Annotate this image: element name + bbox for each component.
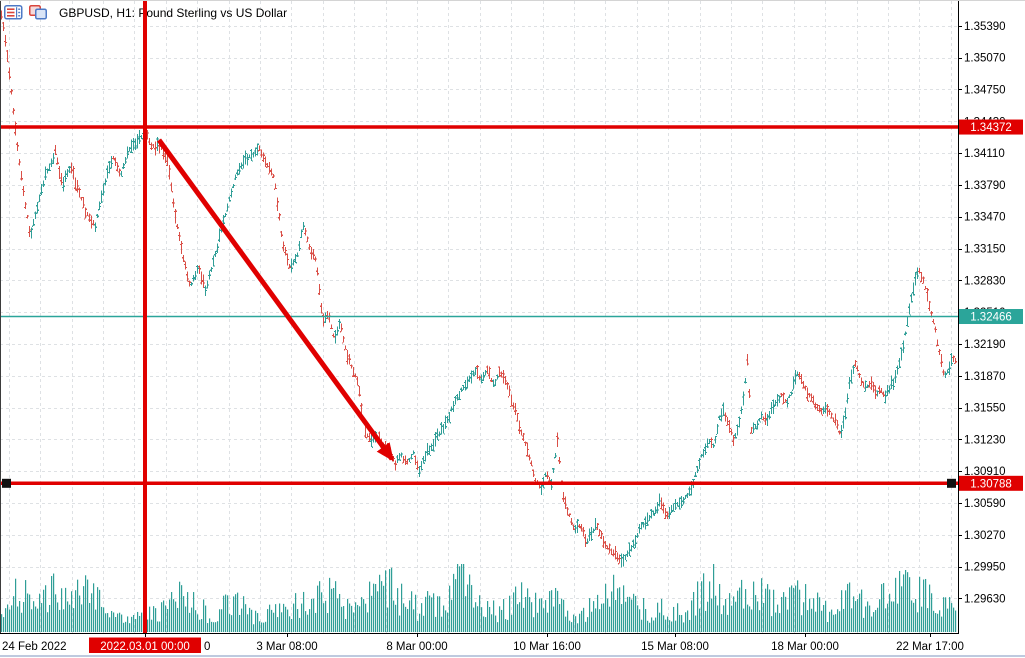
x-axis-label: 3 Mar 08:00 <box>256 641 317 653</box>
window-bottom-border <box>0 655 1025 657</box>
y-axis-label: 1.34110 <box>964 148 1005 160</box>
y-axis-label: 1.31550 <box>964 403 1006 415</box>
x-axis-label: 15 Mar 08:00 <box>641 641 709 653</box>
trend-arrow-object[interactable] <box>156 138 395 462</box>
y-axis-label: 1.33150 <box>964 244 1006 256</box>
time-tag: 2022.03.01 00:00 0 <box>89 637 210 653</box>
chart-title: GBPUSD, H1: Pound Sterling vs US Dollar <box>59 5 288 20</box>
y-axis-label: 1.32190 <box>964 339 1006 351</box>
y-axis-label: 1.31870 <box>964 371 1006 383</box>
x-axis-label: 8 Mar 00:00 <box>386 641 447 653</box>
price-tag: 1.34372 <box>959 119 1023 135</box>
volume-bars <box>1 564 957 632</box>
price-tag: 1.30788 <box>959 475 1023 491</box>
svg-text:1.32466: 1.32466 <box>970 312 1012 324</box>
y-axis-label: 1.33790 <box>964 180 1006 192</box>
price-bars <box>0 10 958 568</box>
svg-text:1.34372: 1.34372 <box>970 122 1012 134</box>
quotes-list-icon <box>4 5 23 20</box>
x-axis-label: 10 Mar 16:00 <box>513 641 581 653</box>
y-axis-label: 1.30590 <box>964 498 1006 510</box>
svg-text:2022.03.01 00:00: 2022.03.01 00:00 <box>100 641 190 653</box>
chart-title-bar: GBPUSD, H1: Pound Sterling vs US Dollar <box>4 5 287 20</box>
y-axis-label: 1.29950 <box>964 562 1006 574</box>
price-tag: 1.32466 <box>959 309 1023 325</box>
y-axis-label: 1.35390 <box>964 21 1006 33</box>
axes <box>0 1 962 637</box>
y-axis-label: 1.34750 <box>964 84 1006 96</box>
y-axis-label: 1.30910 <box>964 466 1006 478</box>
y-axis-label: 1.30270 <box>964 530 1006 542</box>
grid <box>0 1 958 633</box>
partial-hidden-label: 0 <box>204 641 210 653</box>
x-axis-label: 18 Mar 00:00 <box>771 641 839 653</box>
y-axis-label: 1.35070 <box>964 53 1006 65</box>
line-endpoint-marker-left[interactable] <box>2 478 11 488</box>
y-axis-label: 1.33470 <box>964 212 1006 224</box>
y-axis-label: 1.29630 <box>964 593 1006 605</box>
x-axis-label: 24 Feb 2022 <box>2 641 67 653</box>
svg-text:1.30788: 1.30788 <box>970 478 1012 490</box>
chart-windows-icon <box>29 5 47 20</box>
vertical-line-object[interactable] <box>143 1 147 633</box>
x-axis-label: 22 Mar 17:00 <box>896 641 964 653</box>
y-axis-label: 1.32830 <box>964 275 1006 287</box>
y-axis-label: 1.31230 <box>964 434 1006 446</box>
line-endpoint-marker-right[interactable] <box>947 478 956 488</box>
